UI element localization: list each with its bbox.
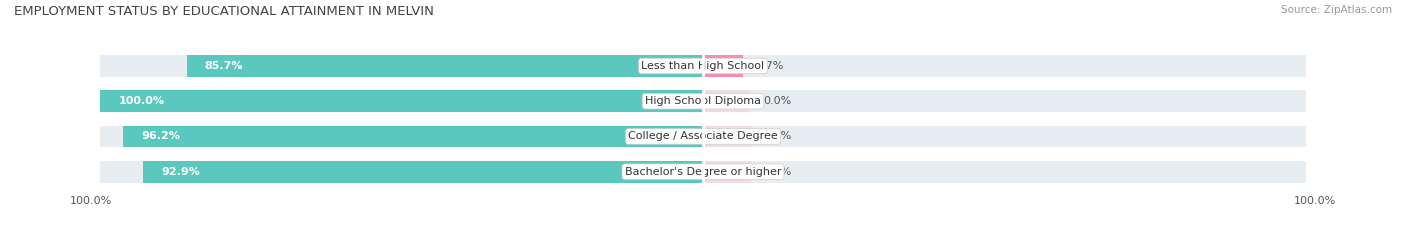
Bar (703, 126, 751, 147)
Bar (703, 55, 744, 77)
Bar (703, 55, 1306, 77)
Text: 0.0%: 0.0% (763, 167, 792, 177)
Text: Source: ZipAtlas.com: Source: ZipAtlas.com (1281, 5, 1392, 15)
Text: 96.2%: 96.2% (142, 131, 180, 141)
Text: 0.0%: 0.0% (763, 131, 792, 141)
Bar (703, 161, 1306, 183)
Bar (187, 55, 703, 77)
Text: High School Diploma: High School Diploma (645, 96, 761, 106)
Bar (703, 161, 751, 183)
Bar (100, 90, 703, 112)
Text: College / Associate Degree: College / Associate Degree (628, 131, 778, 141)
Text: 92.9%: 92.9% (162, 167, 200, 177)
Bar (703, 90, 1306, 112)
Text: Less than High School: Less than High School (641, 61, 765, 71)
Text: 85.7%: 85.7% (205, 61, 243, 71)
Bar (703, 126, 1306, 147)
Text: EMPLOYMENT STATUS BY EDUCATIONAL ATTAINMENT IN MELVIN: EMPLOYMENT STATUS BY EDUCATIONAL ATTAINM… (14, 5, 434, 18)
Bar (703, 90, 751, 112)
Text: 100.0%: 100.0% (1294, 196, 1336, 206)
Text: 100.0%: 100.0% (118, 96, 165, 106)
Bar (100, 126, 703, 147)
Bar (100, 161, 703, 183)
Text: 6.7%: 6.7% (755, 61, 783, 71)
Text: 0.0%: 0.0% (763, 96, 792, 106)
Bar (124, 126, 703, 147)
Bar (100, 55, 703, 77)
Text: Bachelor's Degree or higher: Bachelor's Degree or higher (624, 167, 782, 177)
Bar (100, 90, 703, 112)
Bar (143, 161, 703, 183)
Text: 100.0%: 100.0% (70, 196, 112, 206)
